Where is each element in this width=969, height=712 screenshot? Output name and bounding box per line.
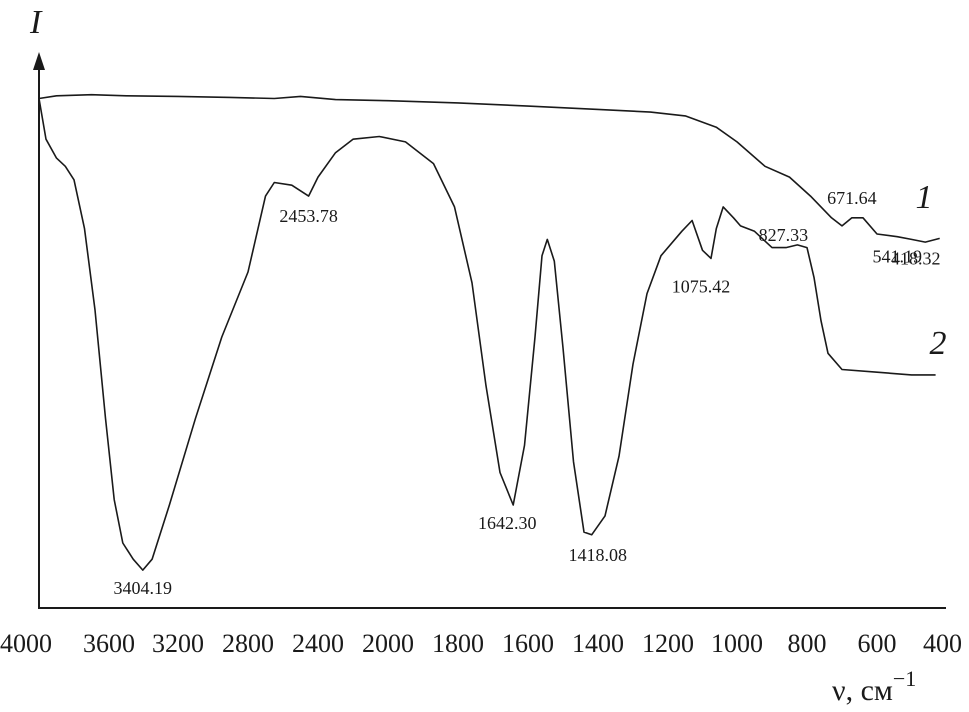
chart-series	[39, 95, 940, 570]
x-tick-label-3200: 3200	[152, 629, 204, 658]
x-tick-label-400: 400	[923, 629, 962, 658]
x-axis-title: ν, см−1	[832, 666, 916, 707]
series-labels: 12	[916, 179, 947, 362]
peak-label-671-64: 671.64	[827, 188, 877, 208]
x-tick-label-2800: 2800	[222, 629, 274, 658]
series-1-label: 1	[916, 179, 933, 216]
x-tick-label-2400: 2400	[292, 629, 344, 658]
series-1-line	[39, 95, 940, 242]
x-tick-label-1000: 1000	[711, 629, 763, 658]
peak-label-1642-30: 1642.30	[478, 513, 537, 533]
x-axis-ticks: 4000 3600 3200 2800 2400 2000 1800 1600 1400 1200…	[0, 629, 962, 658]
x-axis-title-superscript: −1	[893, 666, 916, 691]
peak-label-1418-08: 1418.08	[568, 545, 627, 565]
x-tick-label-1400: 1400	[572, 629, 624, 658]
x-tick-label-2000: 2000	[362, 629, 414, 658]
peak-label-418-32: 418.32	[891, 248, 941, 268]
y-axis-arrow	[33, 52, 45, 70]
peak-labels: 671.64541.19418.323404.192453.781642.301…	[114, 188, 941, 598]
series-2-line	[39, 99, 936, 571]
x-tick-label-1600: 1600	[502, 629, 554, 658]
peak-label-2453-78: 2453.78	[279, 206, 338, 226]
x-axis-title-text: ν, см	[832, 674, 893, 707]
x-tick-label-1200: 1200	[642, 629, 694, 658]
y-axis-title: I	[29, 4, 43, 41]
x-tick-label-600: 600	[858, 629, 897, 658]
series-2-label: 2	[930, 325, 947, 362]
x-tick-label-1800: 1800	[432, 629, 484, 658]
x-tick-label-3600: 3600	[83, 629, 135, 658]
x-tick-label-4000: 4000	[0, 629, 52, 658]
peak-label-827-33: 827.33	[759, 225, 809, 245]
peak-label-1075-42: 1075.42	[672, 276, 731, 296]
peak-label-3404-19: 3404.19	[114, 578, 173, 598]
x-tick-label-800: 800	[788, 629, 827, 658]
